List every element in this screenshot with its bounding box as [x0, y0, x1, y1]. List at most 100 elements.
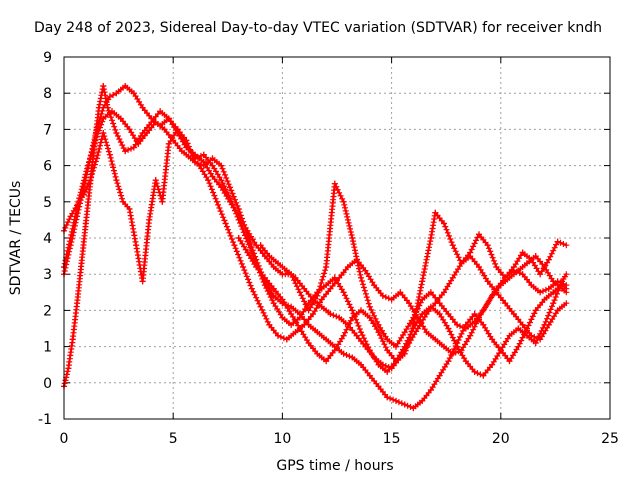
point-track-2-48 [462, 358, 469, 365]
point-track-5-4 [270, 285, 277, 292]
point-track-4-43 [401, 401, 408, 408]
point-track-4-55 [506, 358, 513, 365]
point-track-1-19 [222, 220, 229, 227]
point-track-5-36 [545, 256, 552, 263]
point-track-5-29 [484, 242, 491, 249]
point-track-5-22 [427, 235, 434, 241]
point-track-6-23 [458, 260, 465, 267]
point-track-1-22 [248, 285, 255, 292]
point-track-4-17 [174, 126, 181, 133]
series-track-2 [61, 83, 570, 379]
point-track-4-16 [165, 140, 172, 147]
point-track-6-4 [292, 274, 299, 281]
point-track-3-43 [393, 343, 399, 350]
point-track-4-38 [358, 361, 364, 368]
point-track-4-23 [227, 184, 233, 191]
point-track-6-24 [467, 253, 474, 260]
point-track-3-36 [331, 180, 338, 187]
point-track-5-1 [244, 249, 251, 256]
series-track-3 [61, 83, 570, 390]
point-track-4-25 [244, 231, 251, 238]
point-track-6-28 [502, 300, 509, 307]
point-track-4-34 [323, 336, 330, 343]
x-tick-label-0: 0 [60, 431, 69, 447]
point-track-5-33 [519, 249, 526, 256]
point-track-6-0 [257, 242, 264, 249]
point-track-2-39 [384, 368, 391, 375]
point-track-3-37 [340, 198, 347, 205]
point-track-3-52 [471, 318, 478, 325]
point-track-6-12 [362, 343, 369, 350]
point-track-6-19 [423, 311, 430, 317]
point-track-2-36 [358, 329, 364, 336]
point-track-3-44 [401, 329, 408, 336]
point-track-1-42 [423, 329, 430, 336]
point-track-6-21 [441, 289, 447, 296]
point-track-3-17 [165, 115, 172, 122]
point-track-2-58 [550, 300, 557, 307]
point-track-6-6 [310, 296, 316, 303]
point-track-6-15 [388, 365, 395, 372]
point-track-5-9 [314, 350, 321, 357]
point-track-5-25 [449, 242, 456, 249]
point-track-3-16 [157, 108, 164, 115]
point-track-4-40 [375, 383, 382, 390]
point-track-6-9 [336, 314, 343, 321]
point-track-2-46 [445, 325, 452, 332]
point-track-2-20 [218, 177, 225, 184]
point-track-4-3 [80, 191, 87, 198]
point-track-6-10 [344, 321, 351, 328]
x-tick-label-5: 25 [601, 431, 619, 447]
point-track-3-47 [427, 289, 434, 296]
point-track-3-11 [113, 130, 120, 136]
point-track-4-30 [288, 303, 295, 310]
point-track-3-61 [550, 278, 557, 285]
point-track-3-12 [122, 148, 129, 155]
point-track-4-13 [146, 216, 153, 223]
point-track-1-26 [283, 336, 290, 343]
point-track-4-62 [563, 285, 570, 292]
point-track-3-39 [358, 274, 364, 281]
point-track-4-61 [559, 282, 565, 289]
point-track-5-20 [410, 321, 417, 328]
point-track-6-20 [432, 300, 439, 307]
point-track-5-35 [537, 271, 544, 278]
point-track-4-59 [541, 296, 548, 303]
point-track-2-18 [200, 151, 207, 158]
y-tick-label-8: 7 [43, 122, 52, 138]
point-track-4-24 [235, 206, 242, 212]
point-track-4-1 [67, 213, 74, 220]
point-track-2-27 [279, 314, 286, 321]
point-track-3-53 [480, 307, 487, 314]
point-track-3-13 [130, 144, 137, 151]
point-track-6-11 [353, 332, 360, 339]
point-track-2-54 [515, 325, 522, 332]
point-track-4-4 [87, 177, 94, 184]
point-track-5-32 [510, 264, 517, 270]
point-track-3-50 [454, 321, 461, 328]
point-track-3-8 [95, 104, 102, 111]
point-track-5-31 [502, 274, 509, 281]
point-track-4-15 [159, 198, 166, 205]
point-track-2-35 [349, 307, 356, 314]
point-track-6-31 [528, 332, 535, 339]
chart-title: Day 248 of 2023, Sidereal Day-to-day VTE… [34, 20, 602, 36]
y-tick-label-7: 6 [43, 159, 52, 175]
point-track-1-47 [467, 332, 474, 339]
point-track-2-56 [532, 340, 539, 346]
point-track-1-12 [161, 126, 168, 133]
point-track-5-24 [441, 220, 447, 227]
point-track-4-31 [296, 311, 303, 317]
point-track-4-8 [113, 177, 120, 184]
point-track-4-37 [349, 354, 356, 361]
point-track-5-7 [296, 325, 303, 332]
point-track-4-51 [471, 311, 478, 317]
series-track-4 [61, 126, 570, 412]
point-track-1-37 [379, 292, 386, 299]
point-track-4-36 [340, 350, 347, 357]
point-track-1-25 [275, 332, 281, 339]
point-track-6-8 [327, 311, 334, 317]
point-track-3-24 [227, 198, 233, 205]
point-track-4-18 [183, 137, 190, 144]
